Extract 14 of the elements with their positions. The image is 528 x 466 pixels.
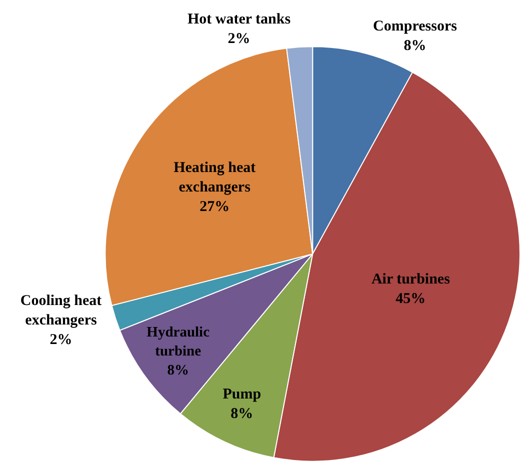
data-label: 8%	[404, 38, 426, 54]
data-label: 8%	[230, 406, 254, 422]
data-label: 45%	[396, 291, 426, 308]
slice-label: Compressors	[373, 18, 458, 35]
slice-label: Hot water tanks	[187, 12, 291, 28]
data-label: 2%	[50, 332, 72, 348]
slice-label: Air turbines	[371, 272, 450, 288]
slice-label: Pump	[222, 386, 262, 402]
slice-label: Hydraulic turbine	[146, 324, 210, 360]
data-label: 8%	[167, 362, 189, 378]
data-label: 27%	[200, 198, 230, 215]
slice-label: Heating heat exchangers	[174, 160, 256, 196]
slice-label: Cooling heat exchangers	[20, 293, 102, 329]
data-label: 2%	[228, 31, 250, 48]
